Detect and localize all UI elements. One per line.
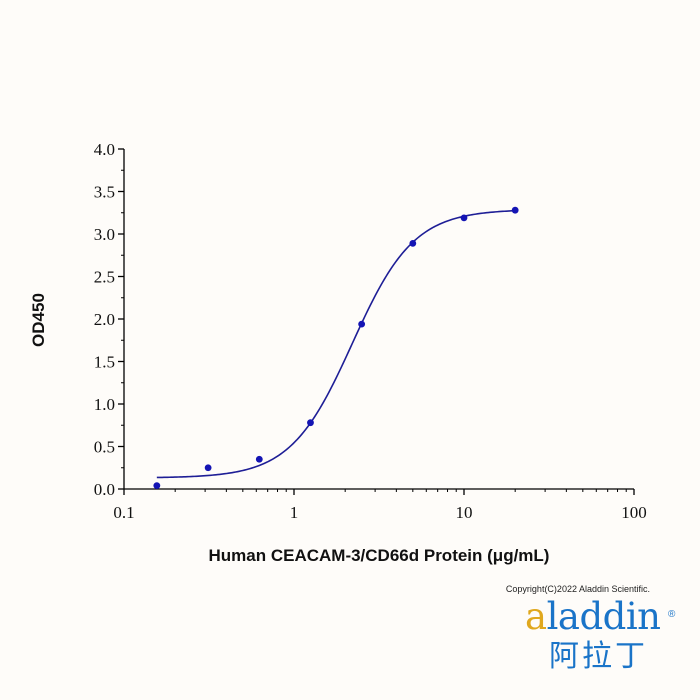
y-tick-label: 3.5 <box>94 183 115 202</box>
data-point <box>153 482 161 489</box>
fit-curve <box>156 209 516 479</box>
data-point <box>460 214 468 222</box>
y-tick-label: 1.5 <box>94 353 115 372</box>
x-axis-title: Human CEACAM-3/CD66d Protein (μg/mL) <box>209 546 550 565</box>
aladdin-logo: aladdin ® 阿拉丁 <box>525 598 685 688</box>
data-point <box>255 455 263 463</box>
data-point <box>307 419 314 427</box>
y-tick-label: 0.0 <box>94 480 115 499</box>
logo-wordmark: aladdin <box>525 598 661 635</box>
x-axis: 0.1 1 10 100 <box>113 488 647 522</box>
y-axis: 0.0 0.5 1.0 1.5 2.0 2.5 3.0 3.5 4.0 <box>94 140 125 499</box>
x-tick-label: 1 <box>290 503 299 522</box>
y-tick-label: 1.0 <box>94 395 115 414</box>
y-axis-title: OD450 <box>29 293 48 347</box>
x-tick-label: 0.1 <box>113 503 134 522</box>
data-point <box>358 320 366 328</box>
data-point <box>204 464 212 472</box>
plot-area <box>153 206 519 489</box>
y-tick-label: 2.0 <box>94 310 115 329</box>
logo-wordmark-accent: a <box>525 595 547 638</box>
x-tick-label: 10 <box>456 503 473 522</box>
x-tick-label: 100 <box>621 503 647 522</box>
data-point <box>409 239 417 247</box>
data-point <box>511 206 519 214</box>
registered-mark: ® <box>668 609 676 620</box>
logo-wordmark-rest: laddin <box>546 595 661 638</box>
copyright-notice: Copyright(C)2022 Aladdin Scientific. <box>505 584 650 594</box>
y-tick-label: 4.0 <box>94 140 115 159</box>
y-tick-label: 0.5 <box>94 438 115 457</box>
logo-chinese-text: 阿拉丁 <box>549 639 648 674</box>
y-tick-label: 2.5 <box>94 268 115 287</box>
y-tick-label: 3.0 <box>94 225 115 244</box>
